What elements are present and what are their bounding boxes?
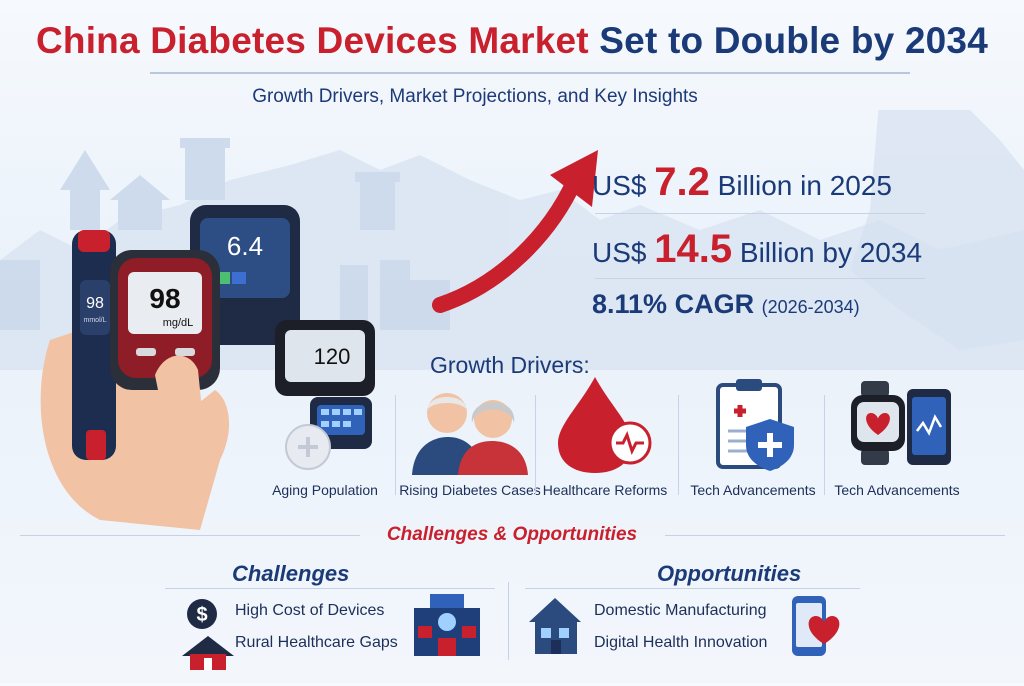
challenge-item: Rural Healthcare Gaps <box>235 634 398 651</box>
diabetes-devices-illustration: 98 mmol/L 6.4 98 mg/dL 120 <box>40 205 375 530</box>
stat-divider <box>595 278 925 279</box>
challenges-rule <box>165 588 495 589</box>
dollar-coin-icon: $ <box>187 599 217 629</box>
glucose-meter-icon <box>285 397 372 470</box>
driver-label: Tech Advancements <box>834 482 960 498</box>
opportunities-rule <box>525 588 860 589</box>
currency-prefix: US$ <box>592 170 647 201</box>
driver-tech-advancements-1: Tech Advancements <box>683 375 823 505</box>
driver-healthcare-reforms: Healthcare Reforms <box>535 375 675 505</box>
smartwatch-tablet-icon <box>851 381 951 465</box>
monitor-reading: 120 <box>314 344 351 369</box>
rural-clinic-icon <box>182 636 234 670</box>
value-2034: 14.5 <box>654 227 733 271</box>
page-title: China Diabetes Devices Market Set to Dou… <box>0 20 1024 62</box>
growth-drivers-heading: Growth Drivers: <box>430 352 590 378</box>
smartphone-heart-icon <box>792 596 840 656</box>
main-meter-reading: 98 <box>149 283 180 314</box>
title-divider <box>150 72 910 74</box>
elderly-couple-icon <box>412 393 528 475</box>
currency-prefix: US$ <box>592 237 647 268</box>
section-rule-right <box>665 535 1005 536</box>
market-value-2025: US$ 7.2 Billion in 2025 <box>592 160 892 205</box>
pen-display-unit: mmol/L <box>84 317 107 324</box>
driver-divider <box>678 395 679 495</box>
thumb-illustration <box>155 355 205 450</box>
driver-rising-diabetes-cases: Rising Diabetes Cases <box>399 375 541 505</box>
driver-tech-advancements-2: Tech Advancements <box>827 375 967 505</box>
driver-label: Aging Population <box>272 482 378 498</box>
driver-aging-population: Aging Population <box>255 375 395 505</box>
value-2025: 7.2 <box>654 160 710 204</box>
driver-label: Rising Diabetes Cases <box>399 482 541 498</box>
back-meter-reading: 6.4 <box>227 231 263 261</box>
insulin-pen: 98 mmol/L <box>72 230 116 460</box>
value-2025-suffix: Billion in 2025 <box>717 170 892 201</box>
main-meter-unit: mg/dL <box>163 317 194 329</box>
svg-text:$: $ <box>196 604 207 626</box>
main-glucose-meter: 98 mg/dL <box>110 250 220 390</box>
opportunities-heading: Opportunities <box>657 561 802 586</box>
stat-divider <box>595 213 925 214</box>
factory-building-icon <box>529 598 581 654</box>
challenges-opportunities-heading: Challenges & Opportunities <box>386 524 638 545</box>
title-part-red: China Diabetes Devices Market <box>35 20 589 61</box>
title-part-blue: Set to Double by 2034 <box>599 20 988 61</box>
medical-clipboard-icon <box>716 379 794 471</box>
section-rule-left <box>20 535 360 536</box>
value-2034-suffix: Billion by 2034 <box>739 237 923 268</box>
hospital-building-icon <box>414 594 480 656</box>
blood-drop-icon <box>558 377 652 473</box>
cagr-label: 8.11% CAGR <box>592 289 755 319</box>
driver-divider <box>535 395 536 495</box>
challenge-item: High Cost of Devices <box>235 602 385 619</box>
growth-arrow-icon <box>432 150 598 313</box>
pen-display-value: 98 <box>86 295 104 312</box>
driver-label: Tech Advancements <box>690 482 816 498</box>
cagr-years: (2026-2034) <box>761 297 860 317</box>
column-divider <box>508 582 509 660</box>
cgm-monitor: 120 <box>275 320 375 396</box>
opportunity-item: Digital Health Innovation <box>594 634 768 651</box>
driver-divider <box>395 395 396 495</box>
cagr-stat: 8.11% CAGR (2026-2034) <box>592 289 860 320</box>
market-value-2034: US$ 14.5 Billion by 2034 <box>592 227 922 272</box>
opportunity-item: Domestic Manufacturing <box>594 602 767 619</box>
driver-label: Healthcare Reforms <box>542 482 668 498</box>
page-subtitle: Growth Drivers, Market Projections, and … <box>252 86 698 107</box>
driver-divider <box>824 395 825 495</box>
challenges-heading: Challenges <box>232 561 350 586</box>
